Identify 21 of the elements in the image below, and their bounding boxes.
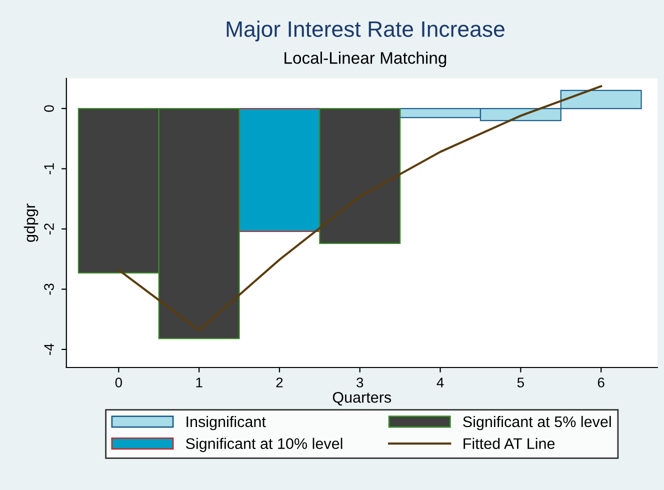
x-tick-label: 5: [517, 378, 524, 388]
legend-label: Significant at 5% level: [463, 416, 611, 430]
legend-label: Insignificant: [186, 416, 266, 430]
y-tick-label: -3: [44, 284, 54, 295]
x-tick-label: 4: [436, 378, 444, 388]
x-tick-label: 0: [115, 378, 122, 388]
chart-title: Major Interest Rate Increase: [226, 20, 504, 42]
x-tick-label: 1: [196, 378, 202, 388]
y-tick-label: -2: [44, 223, 54, 235]
y-tick-label: 0: [44, 105, 54, 112]
x-tick-label: 6: [598, 378, 604, 388]
legend-label: Fitted AT Line: [464, 438, 555, 450]
x-tick-label: 2: [276, 378, 283, 388]
x-tick-label: 3: [356, 378, 364, 388]
y-tick-label: -1: [44, 163, 54, 174]
y-axis-title: gdpgr: [24, 204, 38, 242]
line-series: [118, 85, 602, 332]
chart-subtitle: Local-Linear Matching: [284, 52, 446, 68]
legend-label: Significant at 10% level: [186, 438, 342, 452]
y-tick-label: -4: [44, 344, 54, 355]
x-axis-title: Quarters: [332, 392, 392, 406]
